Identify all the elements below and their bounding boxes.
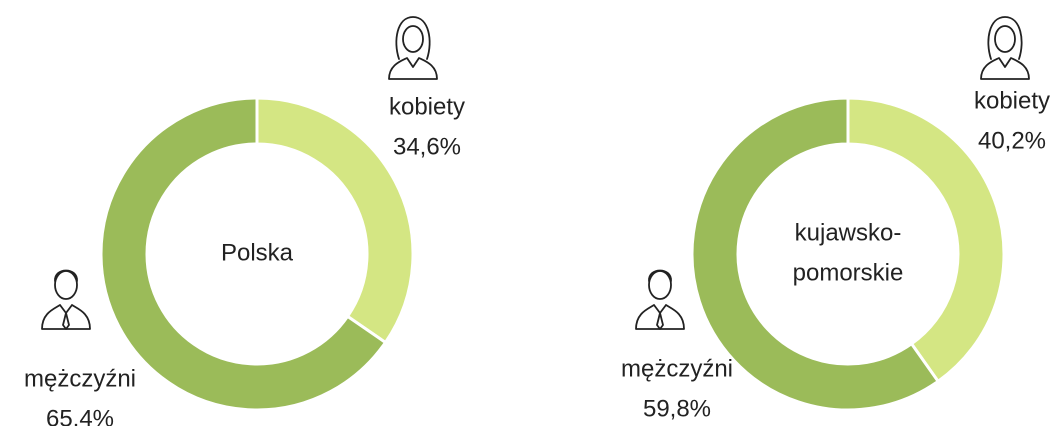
center-label: pomorskie (793, 259, 904, 286)
value-label: 65,4% (46, 405, 114, 426)
tie (62, 312, 70, 330)
face (648, 270, 672, 300)
face (402, 25, 424, 53)
female-icon (980, 16, 1030, 80)
hair (54, 269, 78, 282)
category-label: kobiety (389, 93, 465, 120)
female-icon (388, 16, 438, 80)
male-icon (41, 269, 91, 330)
male-icon (635, 269, 685, 330)
donut-segment (846, 96, 1006, 384)
hair (395, 16, 431, 60)
tie (656, 312, 664, 330)
donut-segment (255, 96, 415, 345)
face (54, 270, 78, 300)
category-label: mężczyźni (24, 365, 136, 392)
donut-segment (99, 96, 388, 412)
center-label: Polska (221, 239, 294, 266)
category-label: mężczyźni (621, 355, 733, 382)
value-label: 40,2% (978, 127, 1046, 154)
donut-segment (690, 96, 941, 412)
hair (987, 16, 1023, 60)
center-label: kujawsko- (795, 219, 902, 246)
value-label: 59,8% (643, 395, 711, 422)
face (994, 25, 1016, 53)
body (635, 304, 685, 330)
body (388, 57, 438, 80)
body (980, 57, 1030, 80)
value-label: 34,6% (393, 133, 461, 160)
category-label: kobiety (974, 87, 1050, 114)
body (41, 304, 91, 330)
hair (648, 269, 672, 282)
